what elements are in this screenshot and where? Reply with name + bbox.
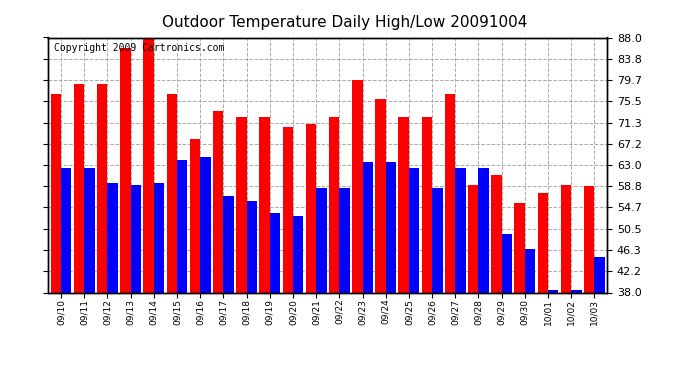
Bar <box>270 213 280 292</box>
Bar <box>213 111 224 292</box>
Bar <box>282 127 293 292</box>
Bar <box>190 140 200 292</box>
Text: Copyright 2009 Cartronics.com: Copyright 2009 Cartronics.com <box>54 43 224 52</box>
Bar <box>352 80 362 292</box>
Bar <box>144 38 154 292</box>
Bar <box>399 117 409 292</box>
Bar <box>502 234 512 292</box>
Bar <box>478 168 489 292</box>
Bar <box>362 162 373 292</box>
Bar <box>154 183 164 292</box>
Bar <box>595 257 605 292</box>
Bar <box>432 188 442 292</box>
Bar <box>236 117 246 292</box>
Bar <box>339 188 350 292</box>
Bar <box>571 290 582 292</box>
Bar <box>422 117 432 292</box>
Bar <box>177 160 188 292</box>
Bar <box>61 168 72 292</box>
Bar <box>386 162 396 292</box>
Bar <box>491 175 502 292</box>
Bar <box>468 185 478 292</box>
Bar <box>246 201 257 292</box>
Bar <box>515 203 525 292</box>
Bar <box>316 188 326 292</box>
Bar <box>329 117 339 292</box>
Bar <box>561 185 571 292</box>
Bar <box>306 124 316 292</box>
Bar <box>166 94 177 292</box>
Bar <box>50 94 61 292</box>
Bar <box>548 290 558 292</box>
Bar <box>130 185 141 292</box>
Bar <box>259 117 270 292</box>
Bar <box>74 84 84 292</box>
Bar <box>120 48 130 292</box>
Bar <box>97 84 108 292</box>
Bar <box>375 99 386 292</box>
Bar <box>525 249 535 292</box>
Bar <box>584 186 595 292</box>
Bar <box>455 168 466 292</box>
Bar <box>293 216 304 292</box>
Text: Outdoor Temperature Daily High/Low 20091004: Outdoor Temperature Daily High/Low 20091… <box>162 15 528 30</box>
Bar <box>84 168 95 292</box>
Bar <box>445 94 455 292</box>
Bar <box>108 183 118 292</box>
Bar <box>409 168 420 292</box>
Bar <box>538 193 548 292</box>
Bar <box>200 158 210 292</box>
Bar <box>224 196 234 292</box>
